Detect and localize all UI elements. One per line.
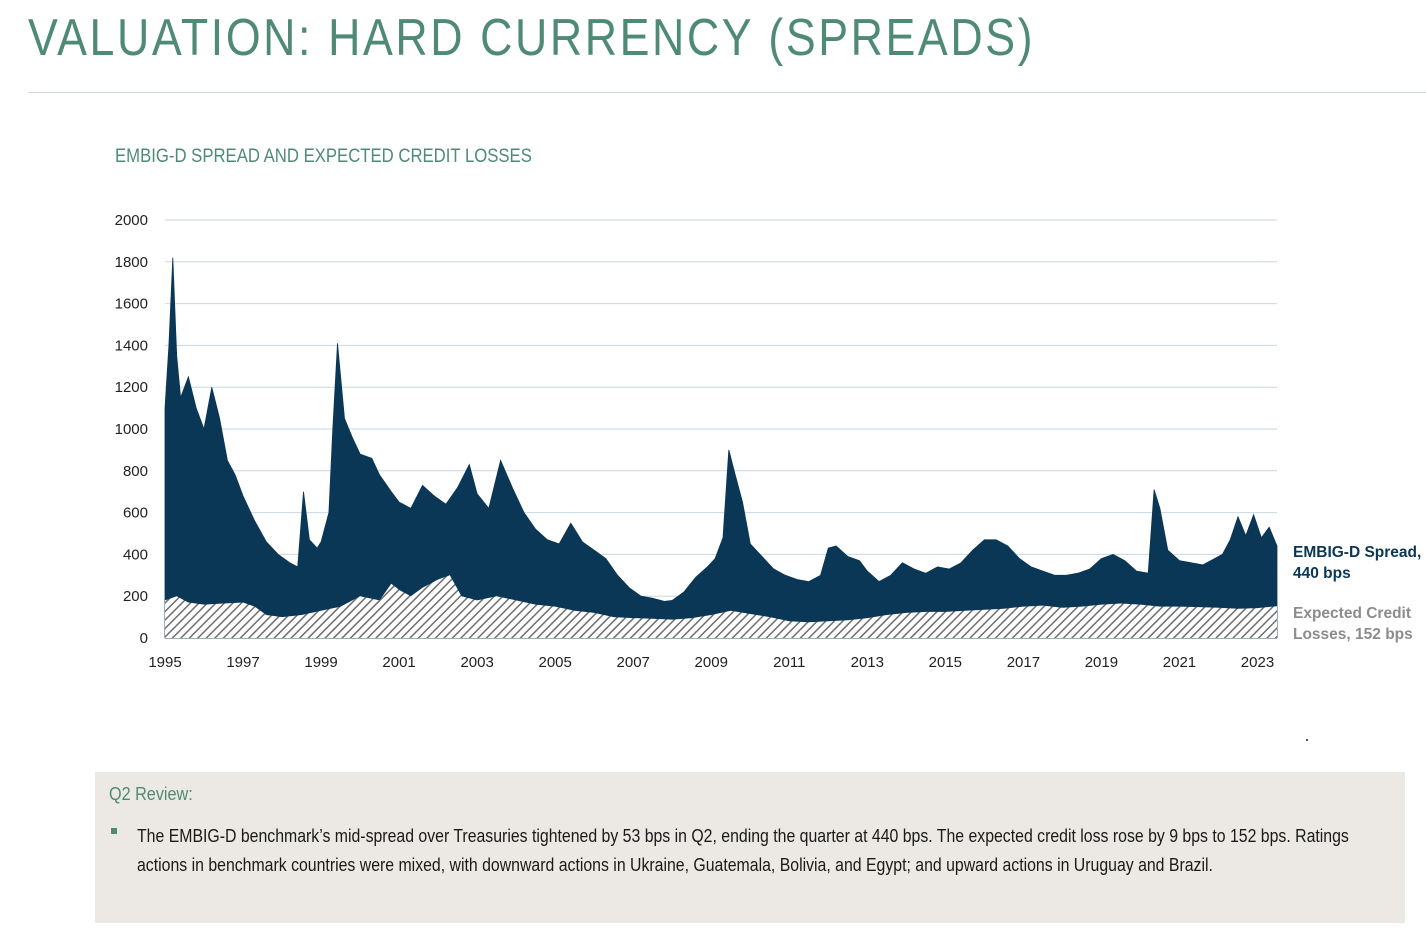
x-tick-label: 2007 [617,654,650,671]
expected-loss-area [165,575,1277,638]
x-tick-label: 2011 [773,654,805,671]
area-layer [164,257,1278,639]
x-tick-label: 2005 [538,654,571,671]
x-tick-label: 2021 [1163,654,1196,671]
chart-title: EMBIG-D SPREAD AND EXPECTED CREDIT LOSSE… [115,146,532,167]
x-axis-ticks: 1995 1997 1999 2001 2003 2005 2007 2009 2011 2013… [148,654,1274,671]
y-tick-label: 600 [123,505,148,522]
y-tick-label: 400 [123,546,148,563]
spread-end-value-label: 440 bps [1293,565,1351,582]
title-divider [28,92,1426,93]
decorative-dot [1306,739,1308,741]
review-text: The EMBIG-D benchmark’s mid-spread over … [137,826,1349,875]
y-tick-label: 1800 [115,254,148,271]
review-panel: Q2 Review: The EMBIG-D benchmark’s mid-s… [95,772,1405,923]
x-tick-label: 2015 [929,654,962,671]
end-labels: EMBIG-D Spread, 440 bps Expected Credit Los… [1293,544,1421,643]
x-tick-label: 2017 [1007,654,1040,671]
review-list: The EMBIG-D benchmark’s mid-spread over … [111,822,1387,880]
y-tick-label: 1200 [115,379,148,396]
x-tick-label: 2009 [695,654,728,671]
review-heading: Q2 Review: [109,784,193,804]
y-tick-label: 1000 [115,421,148,438]
ecl-end-label: Expected Credit [1293,605,1411,622]
bullet-square-icon [111,828,117,834]
y-tick-label: 0 [140,630,148,647]
x-tick-label: 2001 [382,654,415,671]
spread-area [164,257,1278,639]
x-tick-label: 2023 [1241,654,1274,671]
spread-chart: 0 200 400 600 800 1000 1200 1400 1600 1800 2000 19… [115,212,1422,671]
y-tick-label: 800 [123,463,148,480]
x-tick-label: 2013 [851,654,884,671]
y-axis-ticks: 0 200 400 600 800 1000 1200 1400 1600 1800 2000 [115,212,148,647]
ecl-end-value-label: Losses, 152 bps [1293,626,1413,643]
y-tick-label: 200 [123,588,148,605]
x-tick-label: 2003 [460,654,493,671]
y-tick-label: 1600 [115,296,148,313]
y-tick-label: 2000 [115,212,148,229]
x-tick-label: 1997 [226,654,259,671]
spread-end-label: EMBIG-D Spread, [1293,544,1421,561]
x-tick-label: 1999 [304,654,337,671]
review-bullet-item: The EMBIG-D benchmark’s mid-spread over … [111,822,1387,880]
x-tick-label: 1995 [148,654,181,671]
y-tick-label: 1400 [115,337,148,354]
x-tick-label: 2019 [1085,654,1118,671]
page-title: VALUATION: HARD CURRENCY (SPREADS) [28,9,1036,67]
